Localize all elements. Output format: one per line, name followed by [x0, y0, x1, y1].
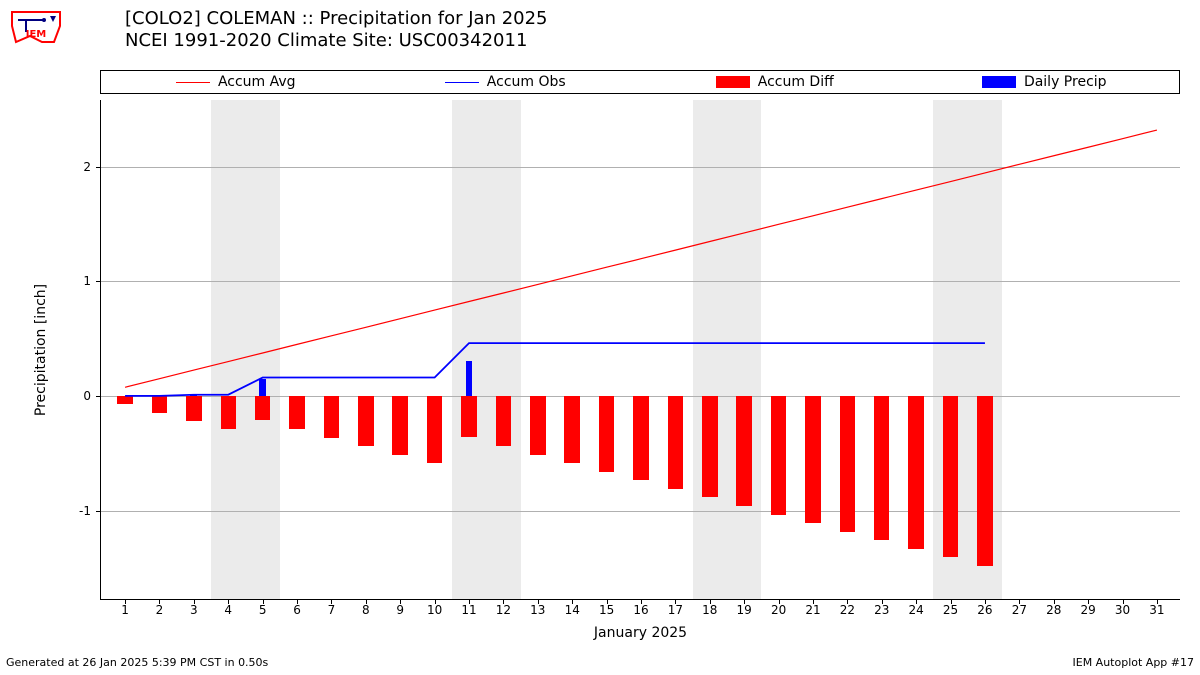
x-tick-mark	[366, 599, 367, 604]
x-tick-label: 5	[259, 603, 267, 617]
x-tick-label: 12	[496, 603, 511, 617]
y-tick-mark	[96, 396, 101, 397]
x-tick-mark	[469, 599, 470, 604]
y-tick-mark	[96, 511, 101, 512]
x-tick-label: 13	[530, 603, 545, 617]
x-tick-mark	[503, 599, 504, 604]
legend-item: Daily Precip	[910, 74, 1180, 90]
svg-text:IEM: IEM	[26, 29, 47, 40]
x-tick-label: 10	[427, 603, 442, 617]
y-tick-mark	[96, 167, 101, 168]
x-tick-mark	[159, 599, 160, 604]
x-tick-mark	[710, 599, 711, 604]
x-tick-mark	[297, 599, 298, 604]
x-tick-label: 14	[565, 603, 580, 617]
x-tick-mark	[538, 599, 539, 604]
iem-logo: IEM	[6, 6, 66, 48]
legend-item: Accum Avg	[101, 74, 371, 90]
accum-obs-line	[125, 343, 985, 396]
x-tick-mark	[1123, 599, 1124, 604]
x-tick-label: 8	[362, 603, 370, 617]
x-tick-label: 16	[633, 603, 648, 617]
x-tick-label: 21	[805, 603, 820, 617]
x-tick-mark	[1157, 599, 1158, 604]
x-tick-mark	[1054, 599, 1055, 604]
x-tick-mark	[744, 599, 745, 604]
legend-line-swatch	[176, 82, 210, 83]
title-line-1: [COLO2] COLEMAN :: Precipitation for Jan…	[125, 8, 548, 30]
x-tick-label: 18	[702, 603, 717, 617]
legend-item: Accum Obs	[371, 74, 641, 90]
x-tick-mark	[813, 599, 814, 604]
x-tick-mark	[985, 599, 986, 604]
legend-label: Accum Diff	[758, 74, 834, 90]
accum-avg-line	[125, 130, 1157, 387]
x-tick-label: 4	[224, 603, 232, 617]
chart-area: Precipitation [inch] January 2025 -10121…	[100, 100, 1180, 600]
x-tick-mark	[125, 599, 126, 604]
x-tick-label: 30	[1115, 603, 1130, 617]
x-tick-mark	[572, 599, 573, 604]
x-tick-label: 26	[977, 603, 992, 617]
x-tick-mark	[228, 599, 229, 604]
x-tick-label: 20	[771, 603, 786, 617]
x-tick-mark	[675, 599, 676, 604]
footer-generated: Generated at 26 Jan 2025 5:39 PM CST in …	[6, 656, 268, 669]
x-tick-label: 9	[396, 603, 404, 617]
x-tick-label: 11	[461, 603, 476, 617]
x-tick-label: 19	[737, 603, 752, 617]
y-axis-label: Precipitation [inch]	[33, 284, 49, 416]
x-tick-label: 7	[328, 603, 336, 617]
x-tick-label: 1	[121, 603, 129, 617]
x-tick-mark	[779, 599, 780, 604]
plot-container: Accum Avg Accum Obs Accum Diff Daily Precip…	[100, 70, 1180, 625]
legend-label: Accum Obs	[487, 74, 566, 90]
x-axis-label: January 2025	[594, 625, 687, 641]
x-tick-label: 15	[599, 603, 614, 617]
x-tick-mark	[400, 599, 401, 604]
x-tick-mark	[882, 599, 883, 604]
x-tick-label: 2	[156, 603, 164, 617]
legend-patch-swatch	[716, 76, 750, 88]
legend-line-swatch	[445, 82, 479, 83]
x-tick-mark	[951, 599, 952, 604]
x-tick-label: 17	[668, 603, 683, 617]
x-tick-mark	[607, 599, 608, 604]
x-tick-label: 6	[293, 603, 301, 617]
x-tick-label: 23	[874, 603, 889, 617]
x-tick-label: 31	[1149, 603, 1164, 617]
x-tick-label: 3	[190, 603, 198, 617]
x-tick-mark	[847, 599, 848, 604]
legend-label: Accum Avg	[218, 74, 296, 90]
x-tick-mark	[1019, 599, 1020, 604]
legend-item: Accum Diff	[640, 74, 910, 90]
x-tick-mark	[435, 599, 436, 604]
x-tick-mark	[194, 599, 195, 604]
x-tick-label: 27	[1012, 603, 1027, 617]
x-tick-label: 22	[840, 603, 855, 617]
title-line-2: NCEI 1991-2020 Climate Site: USC00342011	[125, 30, 548, 52]
x-tick-label: 28	[1046, 603, 1061, 617]
x-tick-mark	[1088, 599, 1089, 604]
chart-title: [COLO2] COLEMAN :: Precipitation for Jan…	[125, 8, 548, 52]
x-tick-label: 29	[1080, 603, 1095, 617]
footer-app: IEM Autoplot App #17	[1073, 656, 1195, 669]
line-layer	[101, 100, 1181, 600]
x-tick-mark	[263, 599, 264, 604]
x-tick-mark	[916, 599, 917, 604]
legend: Accum Avg Accum Obs Accum Diff Daily Precip	[100, 70, 1180, 94]
x-tick-label: 24	[909, 603, 924, 617]
legend-label: Daily Precip	[1024, 74, 1107, 90]
y-tick-mark	[96, 281, 101, 282]
x-tick-mark	[641, 599, 642, 604]
legend-patch-swatch	[982, 76, 1016, 88]
x-tick-label: 25	[943, 603, 958, 617]
x-tick-mark	[331, 599, 332, 604]
